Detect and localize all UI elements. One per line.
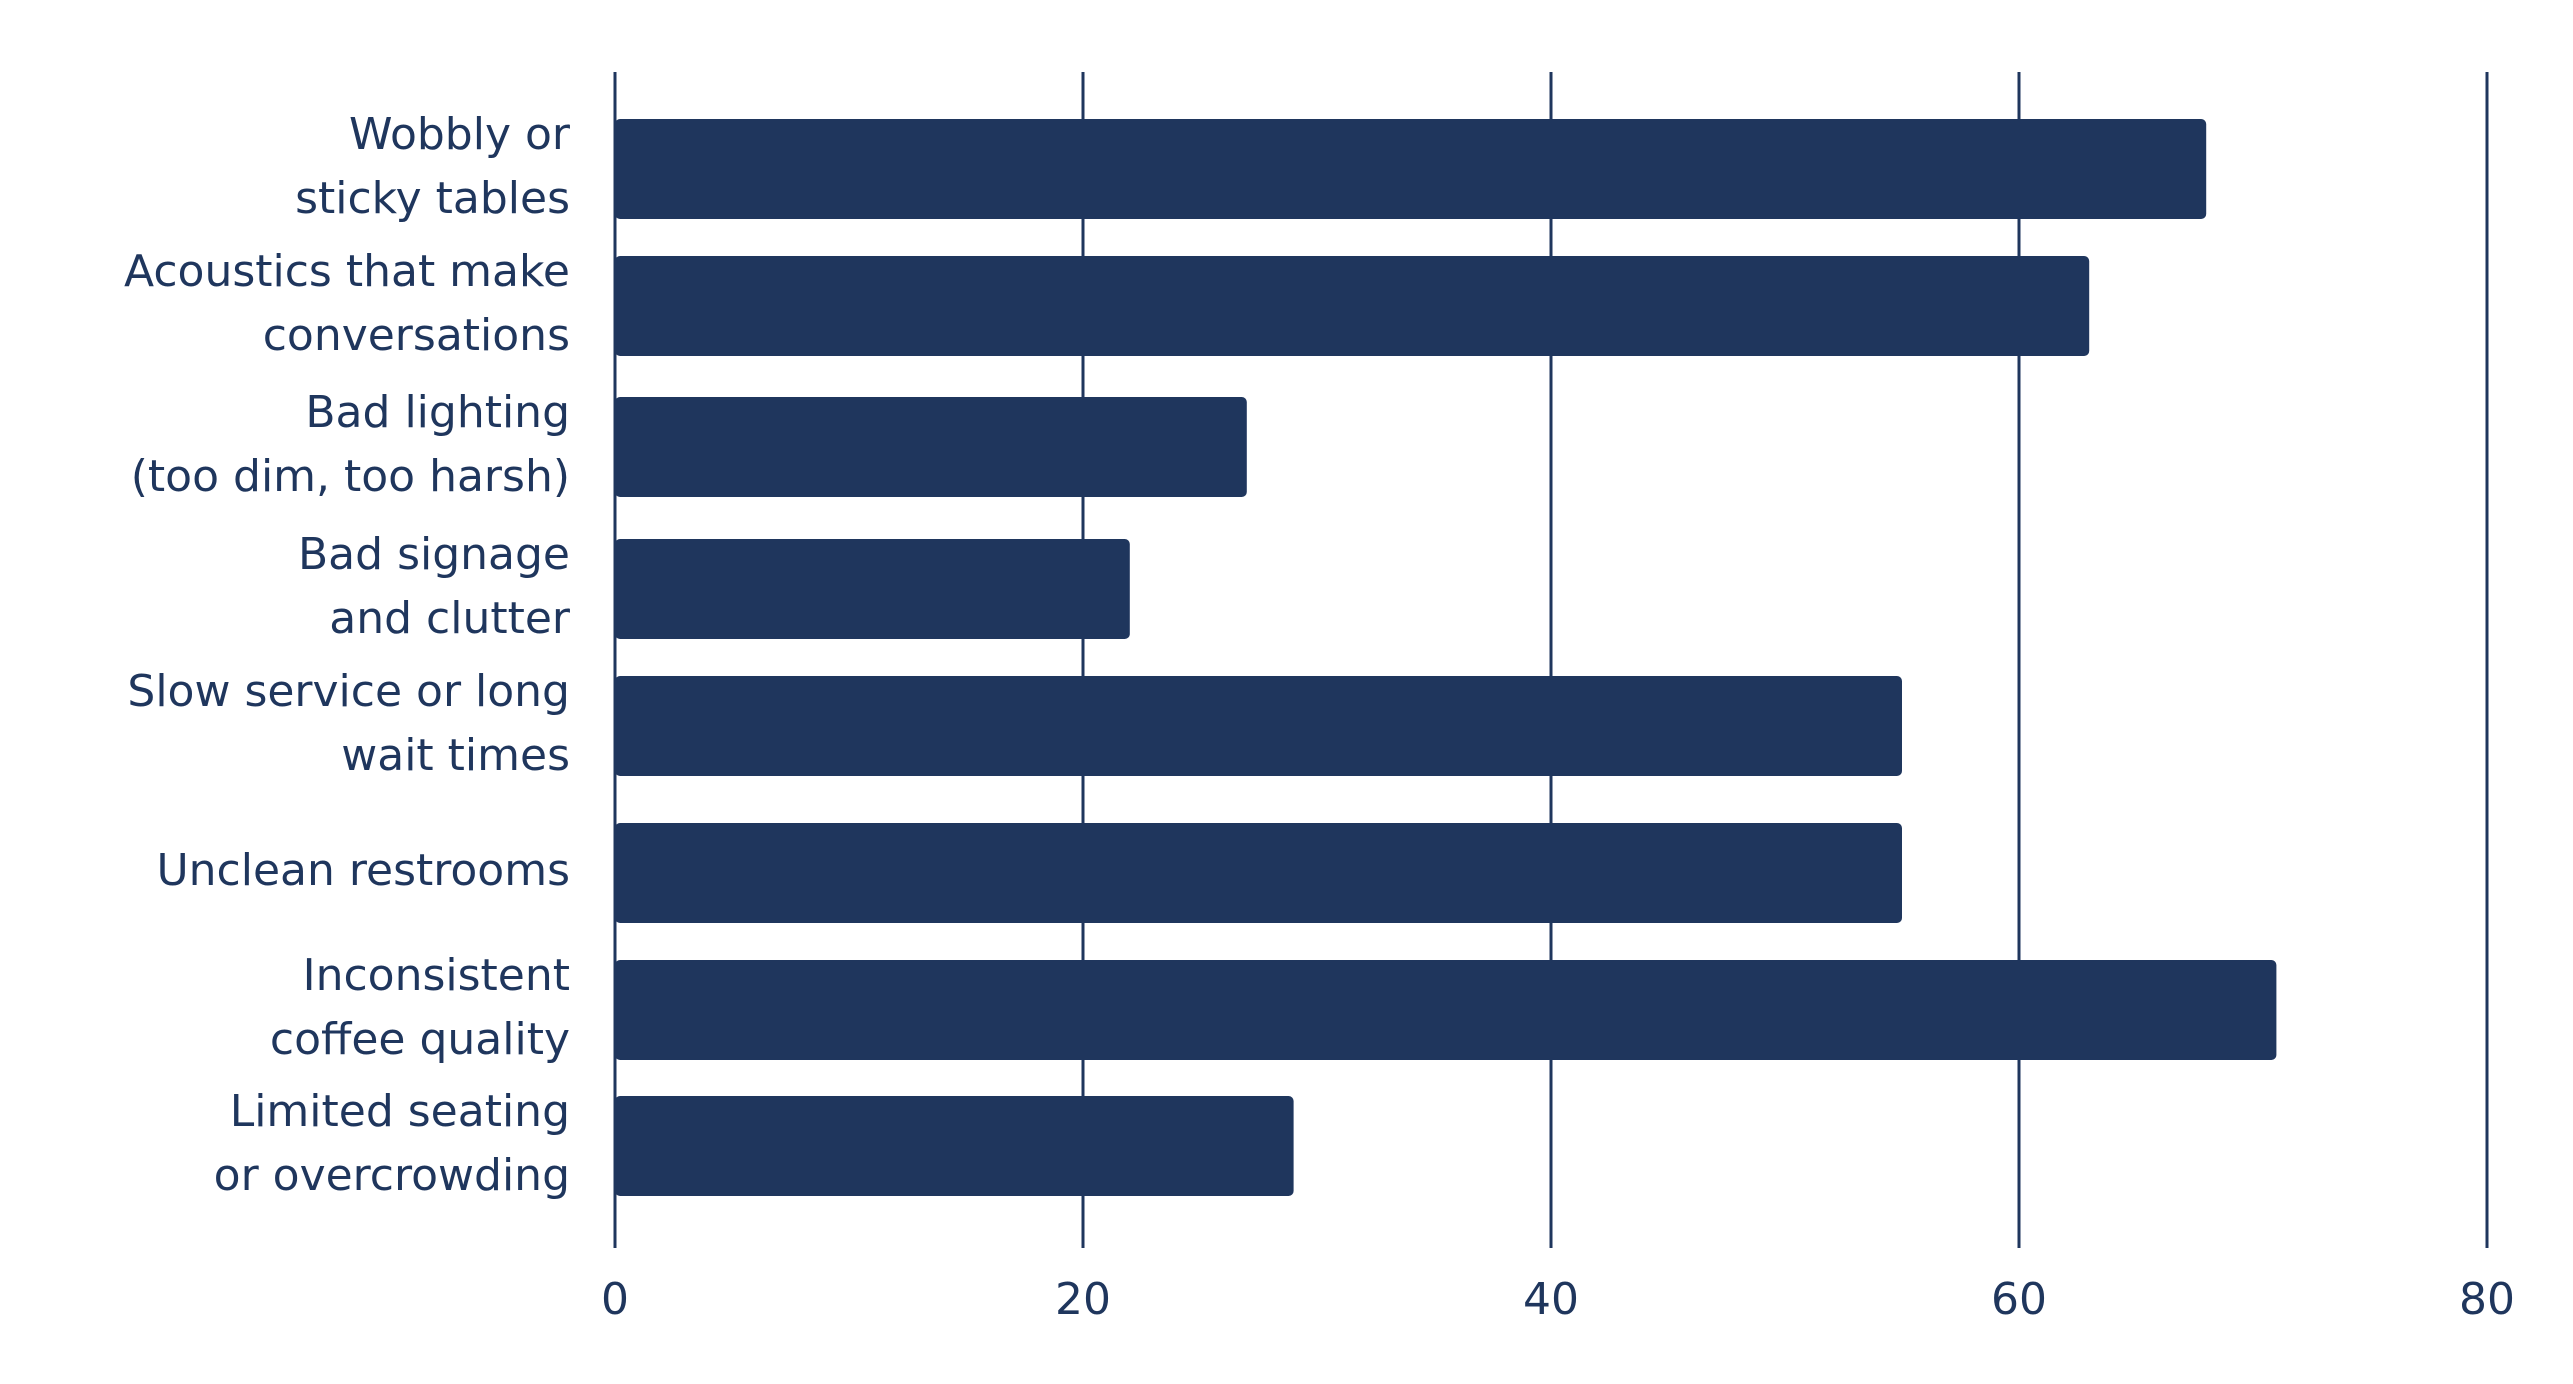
category-label: Unclean restrooms — [156, 845, 570, 896]
gridlines — [613, 72, 2489, 1248]
category-label-line: Bad signage — [298, 529, 570, 580]
category-label-line: (too dim, too harsh) — [131, 451, 570, 502]
category-label-line: Limited seating — [230, 1086, 570, 1137]
category-label-line: Slow service or long — [127, 666, 570, 717]
bar — [615, 960, 2277, 1060]
x-tick-label: 0 — [601, 1274, 629, 1325]
category-label: Wobbly or sticky tables — [295, 109, 571, 224]
x-tick-label: 20 — [1055, 1274, 1111, 1325]
x-tick-label: 80 — [2459, 1274, 2515, 1325]
category-label-line: Unclean restrooms — [156, 845, 570, 896]
bar — [615, 1096, 1294, 1196]
category-label: Slow service or long wait times — [127, 666, 570, 781]
bar — [615, 256, 2090, 356]
category-label-line: Bad lighting — [305, 387, 570, 438]
category-label-line: sticky tables — [295, 173, 570, 224]
category-labels: Wobbly or sticky tables Acoustics that mak… — [124, 109, 571, 1201]
category-label-line: Inconsistent — [303, 950, 570, 1001]
category-label-line: wait times — [341, 730, 570, 781]
bar — [615, 676, 1902, 776]
x-tick-label: 60 — [1991, 1274, 2047, 1325]
category-label: Bad lighting (too dim, too harsh) — [131, 387, 570, 502]
category-label-line: coffee quality — [270, 1014, 570, 1065]
bar — [615, 823, 1902, 923]
category-label-line: or overcrowding — [214, 1150, 570, 1201]
category-label: Inconsistent coffee quality — [270, 950, 570, 1065]
x-axis-tick-labels: 0 20 40 60 80 — [601, 1274, 2515, 1325]
category-label-line: Wobbly or — [349, 109, 571, 160]
bar — [615, 539, 1130, 639]
category-label-line: and clutter — [329, 593, 571, 644]
category-label: Bad signage and clutter — [298, 529, 571, 644]
category-label: Limited seating or overcrowding — [214, 1086, 570, 1201]
bar — [615, 119, 2207, 219]
category-label: Acoustics that make conversations — [124, 246, 570, 361]
bars — [615, 119, 2277, 1196]
category-label-line: Acoustics that make — [124, 246, 570, 297]
x-tick-label: 40 — [1523, 1274, 1579, 1325]
bar — [615, 397, 1247, 497]
category-label-line: conversations — [263, 310, 570, 361]
